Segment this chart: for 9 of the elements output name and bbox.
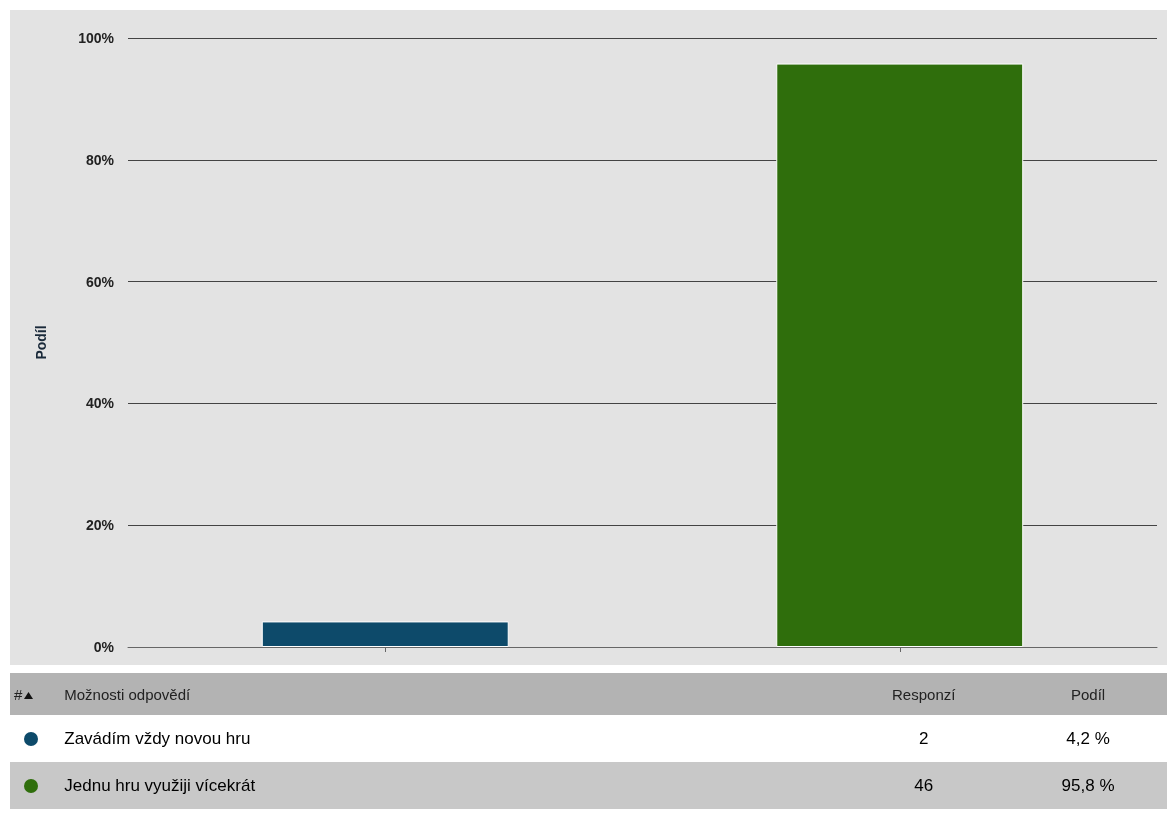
table-header: # Možnosti odpovědí Responzí Podíl (10, 673, 1167, 715)
y-tick-label: 0% (93, 639, 115, 655)
y-axis-title: Podíl (33, 325, 49, 360)
y-tick-label: 40% (85, 395, 115, 412)
table-row: Zavádím vždy novou hru 2 4,2 % (10, 715, 1167, 762)
y-tick-label: 60% (85, 273, 115, 290)
y-tick-label: 20% (85, 517, 115, 534)
y-tick-label: 100% (78, 30, 115, 46)
y-tick-label: 80% (85, 151, 115, 168)
